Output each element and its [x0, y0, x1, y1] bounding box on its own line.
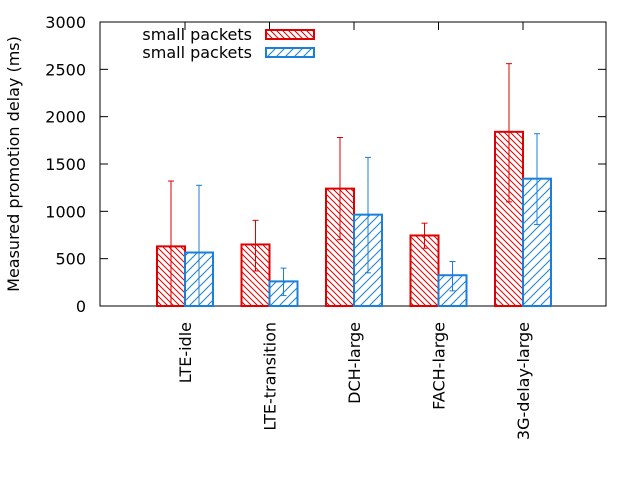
y-tick-label: 0: [76, 297, 86, 316]
legend-swatch-2: [265, 47, 315, 58]
legend-swatch-1: [265, 29, 315, 40]
x-tick-label: 3G-delay-large: [514, 322, 533, 440]
y-tick-label: 1500: [45, 155, 86, 174]
x-tick-label: LTE-idle: [176, 322, 195, 383]
y-tick-label: 500: [55, 250, 86, 269]
y-tick-label: 3000: [45, 13, 86, 32]
legend-label-2: small packets: [142, 43, 252, 62]
x-tick-label: DCH-large: [345, 322, 364, 404]
x-tick-label: LTE-transition: [261, 322, 280, 431]
x-tick-label: FACH-large: [430, 322, 449, 410]
bar-2: [522, 177, 552, 308]
y-tick-label: 1000: [45, 202, 86, 221]
legend-label-1: small packets: [142, 25, 252, 44]
y-tick-label: 2000: [45, 108, 86, 127]
y-axis-title: Measured promotion delay (ms): [4, 36, 23, 292]
y-tick-label: 2500: [45, 60, 86, 79]
